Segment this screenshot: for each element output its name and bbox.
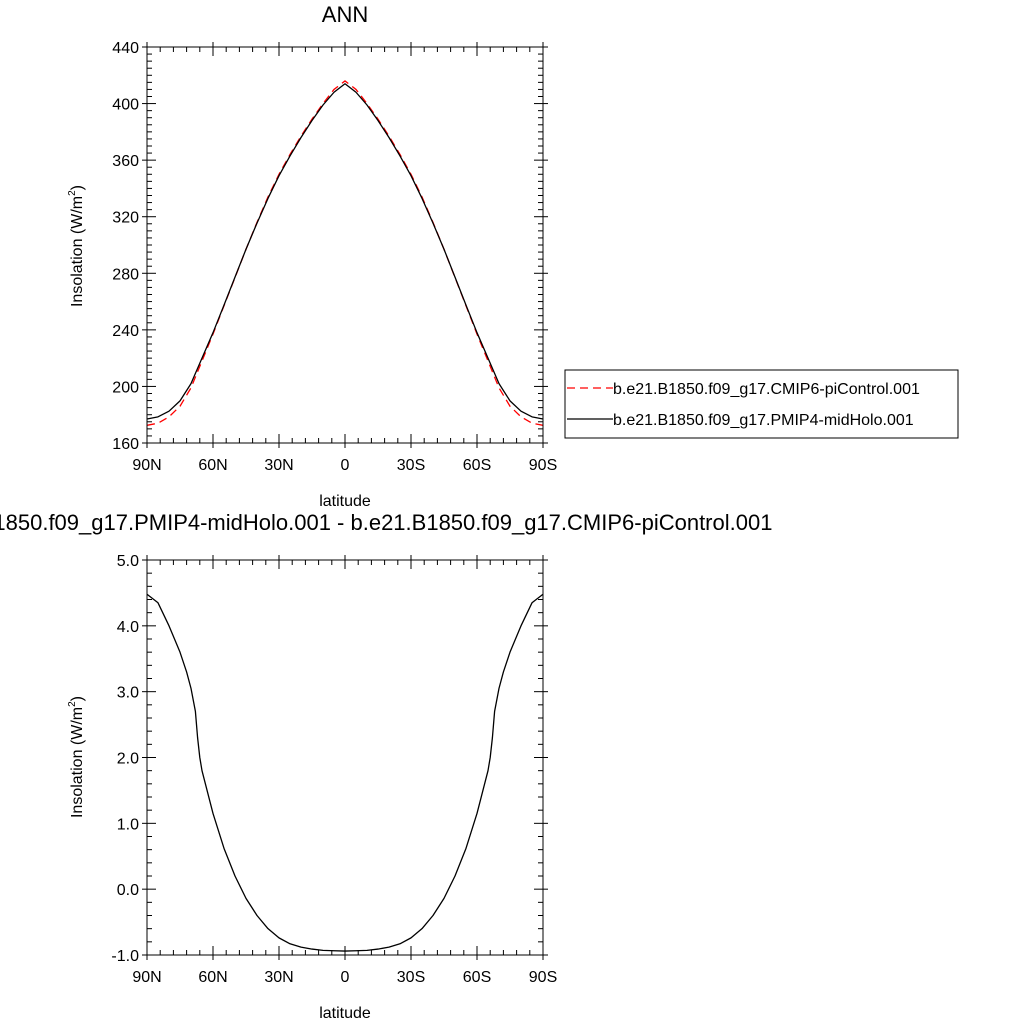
y-tick-label: 2.0 <box>117 751 139 768</box>
legend-label-picontrol: b.e21.B1850.f09_g17.CMIP6-piControl.001 <box>613 381 920 398</box>
y-tick-label: 160 <box>112 436 139 453</box>
axes-ticks: 160 200 240 280 320 360 400 440 90N 60N 30N 0 30S 60S… <box>112 40 557 474</box>
x-tick-label: 0 <box>341 969 350 986</box>
y-axis-title-main: Insolation (W/m <box>69 707 86 818</box>
y-tick-label: 320 <box>112 210 139 227</box>
y-tick-label: 400 <box>112 97 139 114</box>
y-axis-title-sup: 2 <box>67 190 78 196</box>
x-tick-label: 30S <box>397 969 425 986</box>
plot-lines <box>146 593 544 952</box>
x-tick-label: 30N <box>264 969 293 986</box>
y-tick-label: 280 <box>112 266 139 283</box>
x-tick-label: 60S <box>463 969 491 986</box>
series-line-2 <box>146 83 544 420</box>
y-tick-label: 4.0 <box>117 619 139 636</box>
y-tick-label: 0.0 <box>117 882 139 899</box>
plot-lines <box>146 80 544 426</box>
legend-box <box>564 369 959 439</box>
x-tick-label: 30S <box>397 457 425 474</box>
x-tick-label: 60N <box>198 457 227 474</box>
x-tick-label: 90S <box>529 969 557 986</box>
legend: b.e21.B1850.f09_g17.CMIP6-piControl.001 … <box>564 369 959 439</box>
x-tick-label: 0 <box>341 457 350 474</box>
x-tick-label: 60N <box>198 969 227 986</box>
x-tick-label: 60S <box>463 457 491 474</box>
x-tick-label: 30N <box>264 457 293 474</box>
y-tick-label: 440 <box>112 40 139 57</box>
plot-frame <box>146 559 544 956</box>
series-line-1 <box>146 593 544 952</box>
y-tick-label: 5.0 <box>117 553 139 570</box>
chart-difference: b.e21.B1850.f09_g17.PMIP4-midHolo.001 - … <box>0 510 772 1022</box>
x-axis-title: latitude <box>319 1005 371 1022</box>
series-line-1 <box>146 80 544 426</box>
y-axis-title: Insolation (W/m2) <box>67 696 86 818</box>
plot-frame <box>146 46 544 444</box>
y-tick-label: 3.0 <box>117 685 139 702</box>
chart-title: b.e21.B1850.f09_g17.PMIP4-midHolo.001 - … <box>0 510 772 535</box>
chart-annual-insolation: ANN latitude Insolation (W/m2) 160200240… <box>67 2 557 510</box>
y-tick-label: -1.0 <box>111 948 139 965</box>
y-axis-title-main: Insolation (W/m <box>69 196 86 307</box>
y-tick-label: 360 <box>112 153 139 170</box>
y-axis-title-close: ) <box>69 696 86 701</box>
x-tick-label: 90N <box>132 457 161 474</box>
x-tick-label: 90N <box>132 969 161 986</box>
x-tick-label: 90S <box>529 457 557 474</box>
y-tick-label: 200 <box>112 379 139 396</box>
chart-title: ANN <box>322 2 368 27</box>
legend-label-midholo: b.e21.B1850.f09_g17.PMIP4-midHolo.001 <box>613 412 914 429</box>
axes-ticks: -1.0 0.0 1.0 2.0 3.0 4.0 5.0 90N 60N 30N 0 30S 60S 90… <box>111 553 557 986</box>
y-axis-title: Insolation (W/m2) <box>67 185 86 307</box>
y-tick-label: 240 <box>112 323 139 340</box>
x-axis-title: latitude <box>319 493 371 510</box>
y-axis-title-close: ) <box>69 185 86 190</box>
y-axis-title-sup: 2 <box>67 701 78 707</box>
y-tick-label: 1.0 <box>117 816 139 833</box>
